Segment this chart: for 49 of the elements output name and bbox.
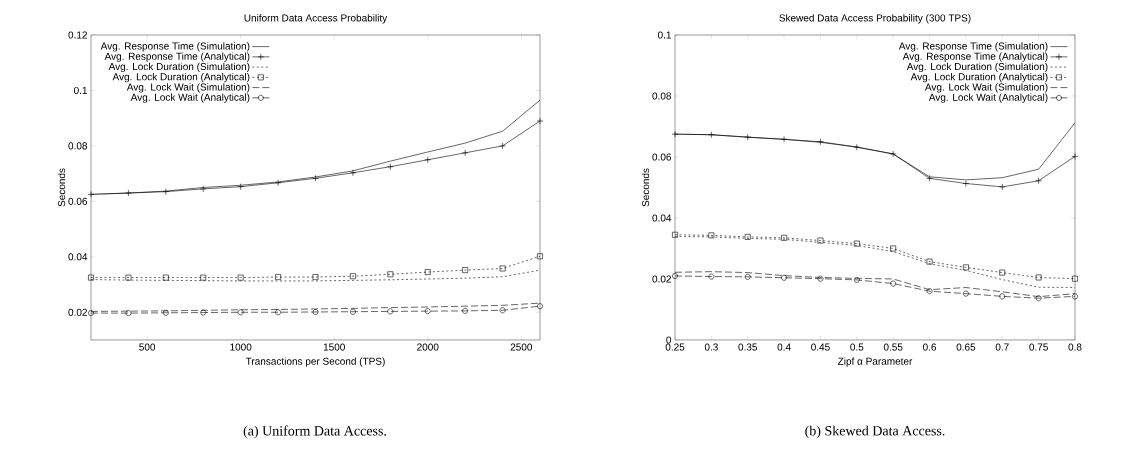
x-tick-label: 0.25 [665,343,685,351]
x-tick-label: 0.4 [777,343,791,351]
y-tick-label: 0.08 [68,142,88,150]
x-tick-label: 0.7 [995,343,1009,351]
x-tick-label: 0.5 [850,343,864,351]
x-tick-label: 0.3 [704,343,718,351]
legend-label: Avg. Lock Duration (Analytical) [112,72,250,83]
legend-label: Avg. Response Time (Simulation) [100,42,250,52]
legend-label: Avg. Lock Wait (Analytical) [130,93,250,103]
legend-label: Avg. Lock Wait (Analytical) [928,93,1048,103]
x-tick-label: 0.35 [738,343,758,351]
y-tick-label: 0.08 [652,92,672,100]
x-tick-label: 2500 [510,343,533,351]
x-tick-label: 1500 [323,343,345,351]
chart-title: Uniform Data Access Probability [244,14,388,24]
legend-label: Avg. Response Time (Simulation) [898,42,1048,52]
y-tick-label: 0.02 [68,308,87,316]
y-axis-title: Seconds [641,168,650,207]
x-axis-title: Zipf α Parameter [837,357,913,367]
x-tick-label: 2000 [417,343,439,351]
x-tick-label: 500 [139,343,156,351]
y-tick-label: 0.04 [68,253,88,261]
x-tick-label: 1000 [230,343,252,351]
x-tick-label: 0.55 [883,343,903,351]
y-tick-label: 0.04 [652,214,672,222]
x-axis-title: Transactions per Second (TPS) [245,357,385,367]
text: (b) Skewed Data Access. [805,425,945,439]
y-tick-label: 0.12 [68,31,87,39]
y-axis-title: Seconds [57,168,66,207]
y-tick-label: 0.1 [657,31,671,39]
y-tick-label: 0.06 [652,153,672,161]
legend-label: Avg. Lock Wait (Simulation) [126,83,250,93]
legend-label: Avg. Lock Duration (Simulation) [906,62,1048,73]
x-tick-label: 0.75 [1029,343,1048,351]
x-tick-label: 0.45 [811,343,830,351]
legend-label: Avg. Response Time (Analytical) [104,52,250,62]
text: (a) Uniform Data Access. [243,425,386,439]
x-tick-label: 0.8 [1068,343,1082,351]
y-tick-label: 0.06 [68,197,88,205]
legend-label: Avg. Response Time (Analytical) [902,52,1048,62]
y-tick-label: 0.1 [73,86,87,94]
legend-label: Avg. Lock Duration (Simulation) [108,62,250,73]
legend-label: Avg. Lock Wait (Simulation) [924,83,1048,93]
x-tick-label: 0.65 [956,343,976,351]
chart-title: Skewed Data Access Probability (300 TPS) [779,14,971,24]
y-tick-label: 0 [666,336,672,344]
y-tick-label: 0.02 [652,275,671,283]
x-tick-label: 0.6 [922,343,937,351]
legend-label: Avg. Lock Duration (Analytical) [910,72,1048,83]
